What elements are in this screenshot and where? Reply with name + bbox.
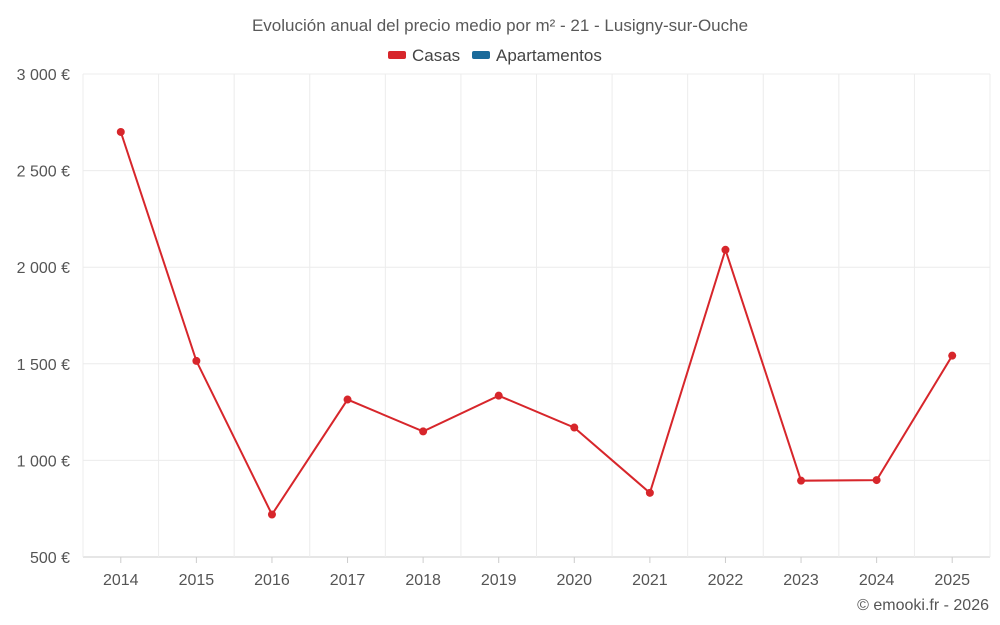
x-tick-label: 2015 xyxy=(179,572,215,589)
data-point-casas[interactable] xyxy=(645,488,654,497)
data-point-casas[interactable] xyxy=(721,245,730,254)
series-line-casas xyxy=(119,131,954,517)
x-tick-label: 2023 xyxy=(783,572,819,589)
x-tick-label: 2022 xyxy=(708,572,744,589)
y-tick-label: 1 500 € xyxy=(17,357,70,374)
data-point-casas[interactable] xyxy=(494,391,503,400)
y-tick-label: 2 000 € xyxy=(17,260,70,277)
data-point-casas[interactable] xyxy=(267,510,276,519)
x-tick-label: 2020 xyxy=(556,572,592,589)
data-point-casas[interactable] xyxy=(419,427,428,436)
legend-swatch-casas[interactable] xyxy=(388,51,406,59)
y-tick-label: 1 000 € xyxy=(17,453,70,470)
legend: Casas Apartamentos xyxy=(388,46,602,65)
data-point-casas[interactable] xyxy=(570,423,579,432)
credit-text: © emooki.fr - 2026 xyxy=(857,597,989,614)
data-point-casas[interactable] xyxy=(343,395,352,404)
x-tick-label: 2018 xyxy=(405,572,441,589)
data-point-casas[interactable] xyxy=(797,476,806,485)
x-tick-label: 2016 xyxy=(254,572,290,589)
x-tick-label: 2024 xyxy=(859,572,895,589)
legend-swatch-apartamentos[interactable] xyxy=(472,51,490,59)
x-tick-label: 2025 xyxy=(934,572,970,589)
x-tick-label: 2019 xyxy=(481,572,517,589)
y-axis-ticks: 500 € 1 000 € 1 500 € 2 000 € 2 500 € 3 000 € xyxy=(17,67,70,567)
data-point-casas[interactable] xyxy=(116,127,125,136)
data-point-casas[interactable] xyxy=(872,476,881,485)
data-point-casas[interactable] xyxy=(192,356,201,365)
legend-label-casas[interactable]: Casas xyxy=(412,46,460,65)
chart-title: Evolución anual del precio medio por m² … xyxy=(252,16,748,35)
y-tick-label: 500 € xyxy=(30,550,70,567)
grid xyxy=(82,73,991,558)
y-tick-label: 3 000 € xyxy=(17,67,70,84)
y-tick-label: 2 500 € xyxy=(17,164,70,181)
series-casas xyxy=(116,127,957,519)
x-tick-label: 2017 xyxy=(330,572,366,589)
x-axis-ticks: 2014 2015 2016 2017 2018 2019 2020 2021 2022 2023… xyxy=(103,557,970,589)
legend-label-apartamentos[interactable]: Apartamentos xyxy=(496,46,602,65)
x-tick-label: 2014 xyxy=(103,572,139,589)
data-point-casas[interactable] xyxy=(948,351,957,360)
x-tick-label: 2021 xyxy=(632,572,668,589)
